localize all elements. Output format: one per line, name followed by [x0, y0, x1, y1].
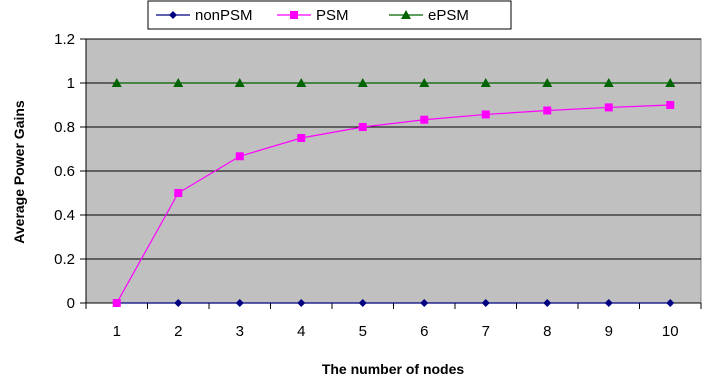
data-point [174, 299, 183, 307]
data-point [111, 78, 122, 87]
y-tick-label: 1.2 [54, 31, 75, 48]
series-line [116, 104, 671, 304]
x-axis-ticks: 1 2 3 4 5 6 7 8 9 10 [85, 302, 702, 340]
legend-marker [401, 10, 411, 19]
data-point [174, 189, 183, 197]
data-point [297, 134, 306, 142]
data-point [297, 299, 306, 307]
data-point [604, 299, 613, 307]
legend-marker [290, 11, 298, 19]
x-tick-label: 5 [359, 323, 367, 340]
data-point [235, 152, 244, 161]
data-point [357, 78, 368, 87]
x-tick-label: 2 [174, 323, 182, 340]
legend-label: ePSM [428, 7, 469, 24]
x-tick-label: 3 [236, 323, 244, 340]
legend: nonPSM PSM ePSM [147, 0, 512, 30]
data-point [666, 299, 675, 307]
legend-label: nonPSM [195, 7, 253, 24]
legend-box [147, 0, 512, 30]
legend-item-ePSM: ePSM [389, 7, 469, 24]
data-point [358, 299, 367, 307]
data-point [419, 78, 430, 87]
data-point [481, 110, 490, 119]
data-point [420, 299, 429, 307]
data-point [666, 101, 675, 109]
x-tick-label: 10 [662, 323, 679, 340]
data-point [420, 115, 429, 124]
y-tick-label: 1 [67, 75, 75, 92]
legend-marker [169, 11, 177, 19]
y-tick-label: 0 [67, 295, 75, 312]
data-point [296, 78, 307, 87]
series-layer [111, 78, 676, 307]
data-point [358, 123, 367, 131]
data-point [542, 78, 553, 87]
legend-label: PSM [316, 7, 349, 24]
data-point [480, 78, 491, 87]
y-axis-ticks: 0 0.2 0.4 0.6 0.8 1 1.2 [54, 31, 87, 312]
x-tick-label: 7 [482, 323, 490, 340]
data-point [234, 78, 245, 87]
data-point [543, 299, 552, 307]
data-point [603, 78, 614, 87]
y-tick-label: 0.8 [54, 119, 75, 136]
legend-item-PSM: PSM [277, 7, 349, 24]
x-tick-label: 6 [420, 323, 428, 340]
y-tick-label: 0.4 [54, 207, 75, 224]
x-tick-label: 1 [113, 323, 121, 340]
y-axis-label: Average Power Gains [11, 100, 27, 244]
series-PSM [112, 101, 675, 307]
x-tick-label: 4 [297, 323, 305, 340]
series-ePSM [111, 78, 676, 87]
x-axis-label: The number of nodes [322, 361, 465, 377]
data-point [235, 299, 244, 307]
data-point [481, 299, 490, 307]
x-tick-label: 8 [543, 323, 551, 340]
x-tick-label: 9 [605, 323, 613, 340]
data-point [173, 78, 184, 87]
data-point [112, 299, 121, 307]
data-point [543, 106, 552, 115]
data-point [604, 103, 613, 112]
y-tick-label: 0.6 [54, 163, 75, 180]
data-point [665, 78, 676, 87]
y-tick-label: 0.2 [54, 251, 75, 268]
series-nonPSM [112, 299, 675, 307]
legend-item-nonPSM: nonPSM [156, 7, 253, 24]
